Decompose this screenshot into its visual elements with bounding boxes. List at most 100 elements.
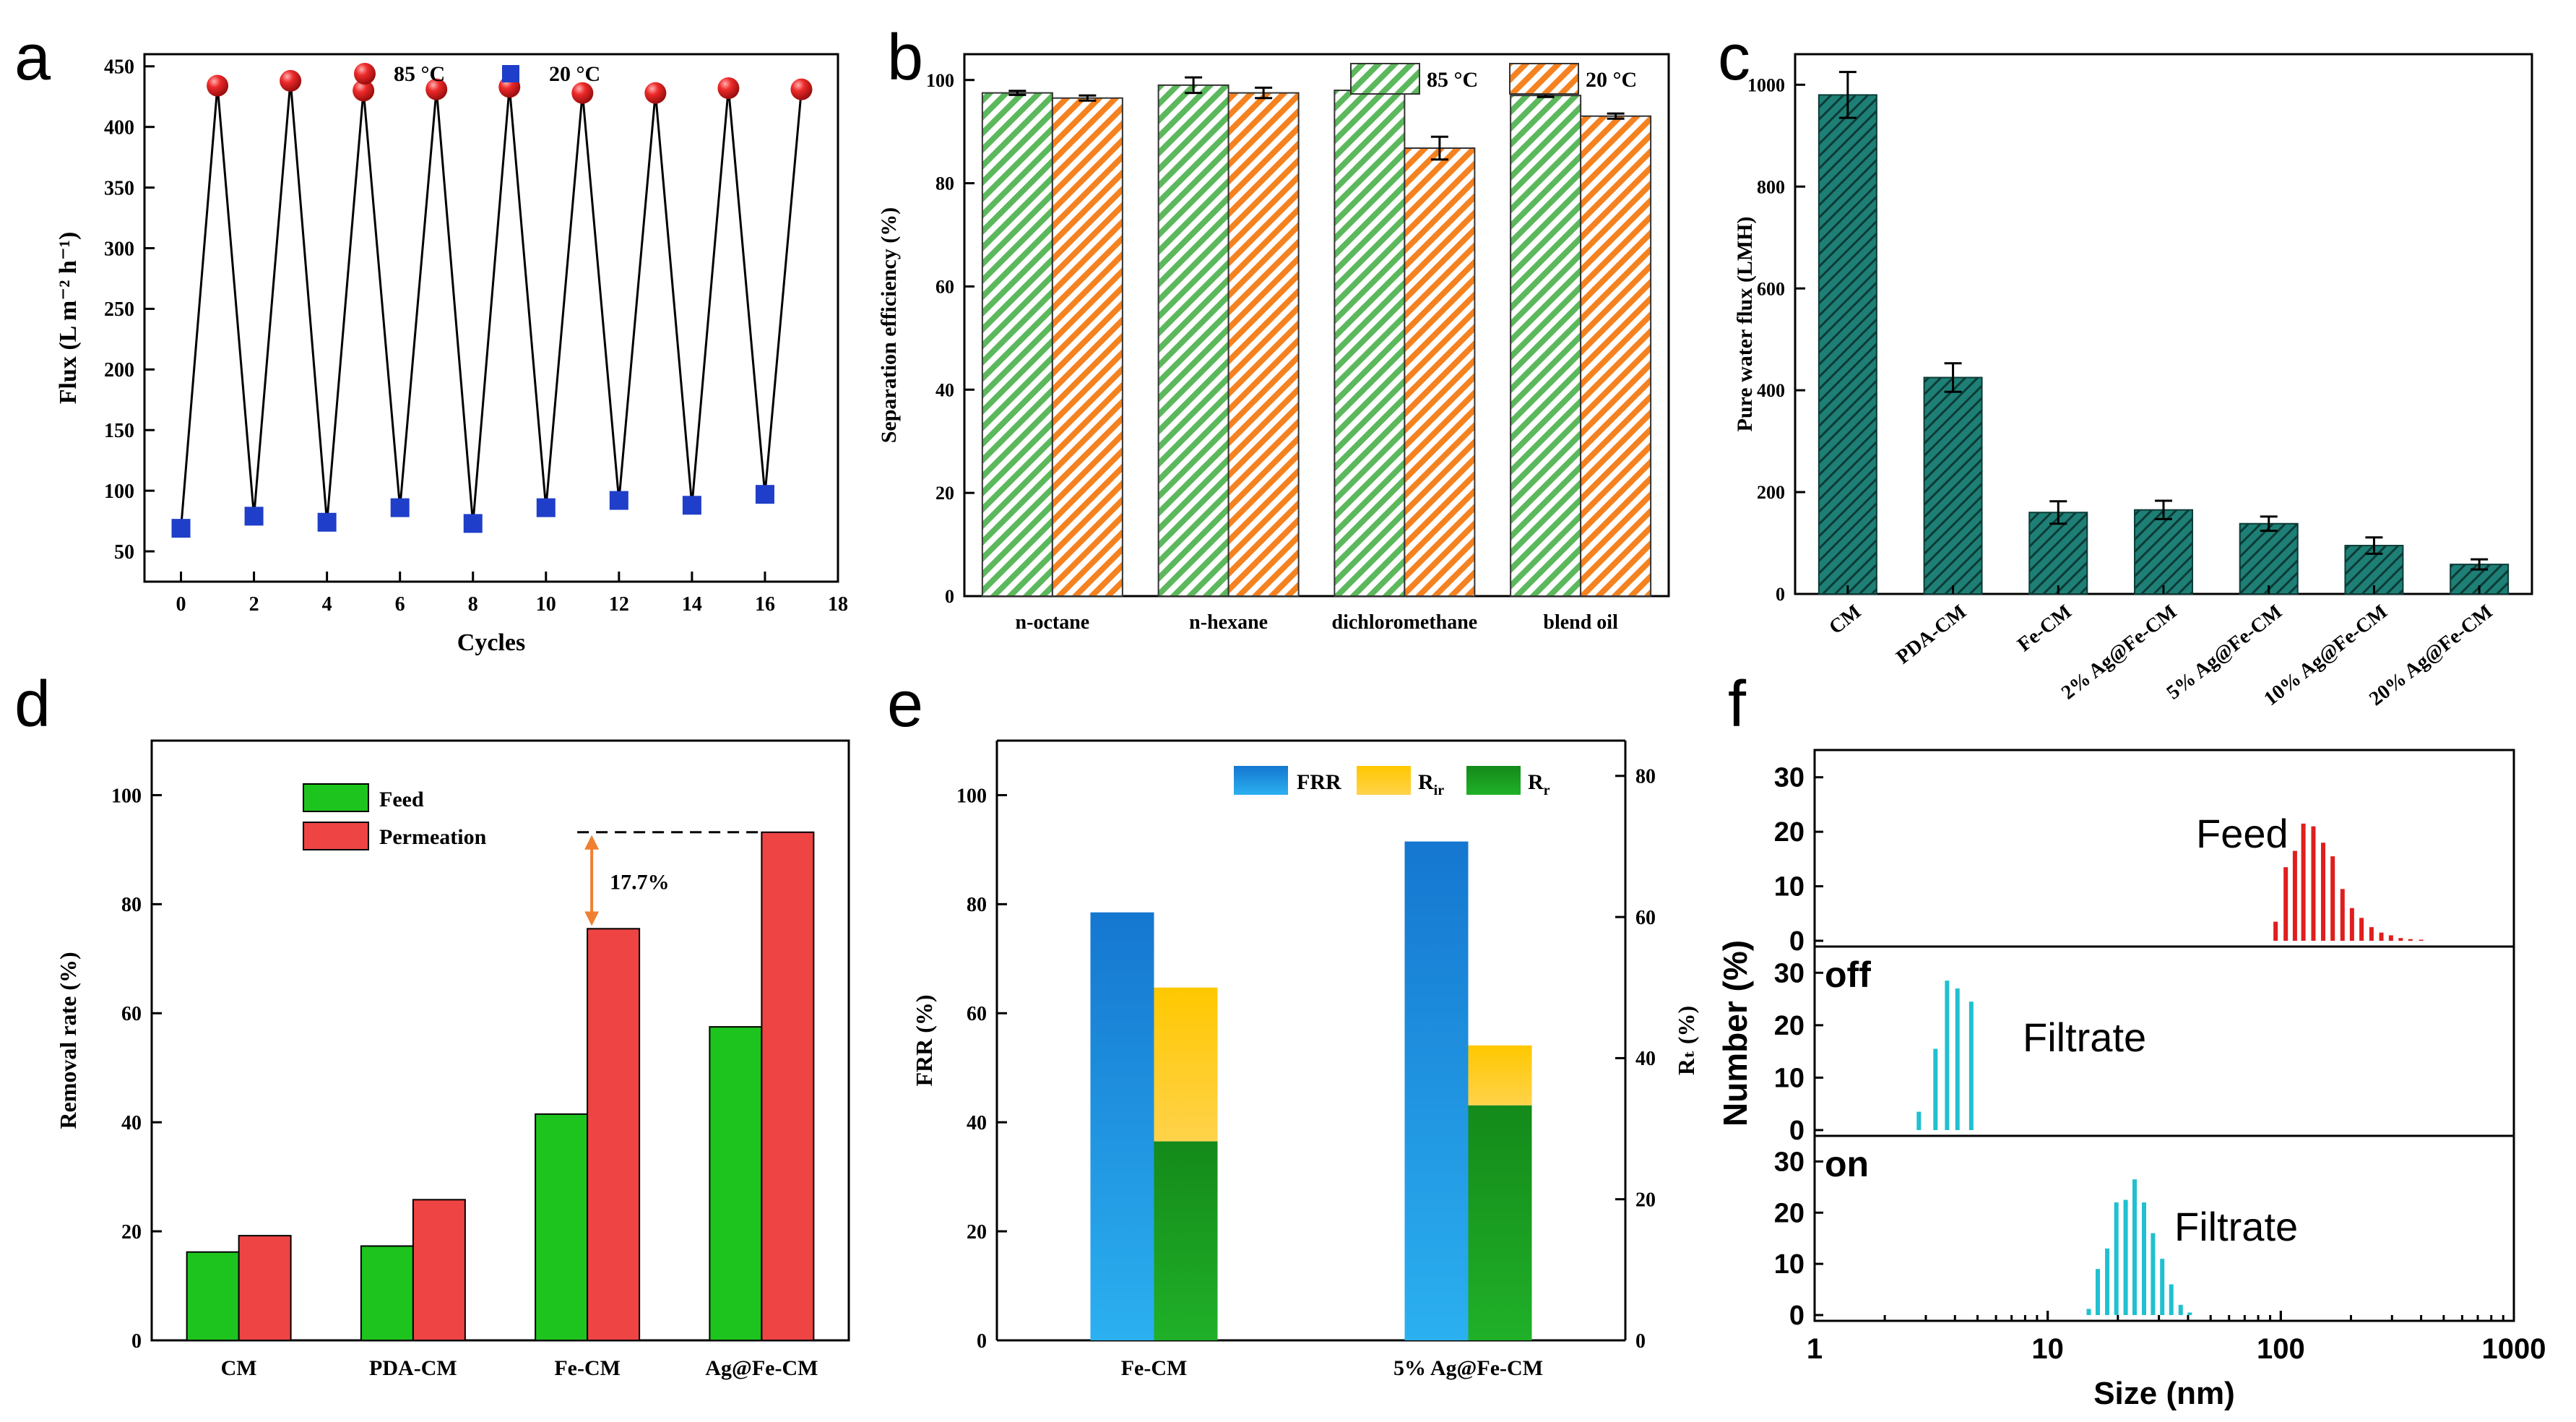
size-bar bbox=[1945, 981, 1950, 1130]
y-tick-label: 0 bbox=[1789, 1116, 1805, 1146]
y-tick-label: 150 bbox=[104, 420, 134, 442]
y-tick-label: 30 bbox=[1774, 1147, 1805, 1177]
y-tick-label: 40 bbox=[967, 1112, 987, 1134]
y-tick-label: 20 bbox=[1774, 817, 1805, 848]
bar-flux bbox=[2028, 512, 2088, 595]
point-20C bbox=[463, 514, 483, 533]
x-tick-label: Fe-CM bbox=[1121, 1356, 1188, 1380]
size-bar bbox=[2379, 932, 2384, 941]
x-tick-label: Fe-CM bbox=[554, 1356, 621, 1380]
x-tick-label: 16 bbox=[755, 593, 775, 616]
plot-frame-d bbox=[150, 739, 850, 1342]
size-bar bbox=[2359, 918, 2364, 941]
point-20C bbox=[244, 507, 264, 526]
x-tick-label: 10 bbox=[2031, 1333, 2064, 1365]
y-tick-label: 0 bbox=[977, 1330, 987, 1353]
x-tick-label: 12 bbox=[609, 593, 629, 616]
plot-frame-a bbox=[143, 53, 839, 583]
size-bar bbox=[2419, 939, 2424, 941]
size-bar bbox=[2330, 856, 2335, 941]
x-tick-label: CM bbox=[1825, 600, 1865, 639]
size-bar bbox=[1955, 988, 1960, 1130]
legend-swatch-permeation bbox=[303, 822, 369, 850]
y-tick-label: 350 bbox=[104, 177, 134, 199]
bar-feed bbox=[709, 1026, 763, 1341]
size-bar bbox=[1933, 1048, 1938, 1130]
bar-85C bbox=[1157, 84, 1229, 598]
x-tick-label: 10 bbox=[536, 593, 556, 616]
legend-label-85C: 85 °C bbox=[1427, 68, 1478, 92]
chart-d: 0 20 40 60 80 100 Removal rate (%) CM PDA-CM Fe-C… bbox=[55, 739, 850, 1380]
y-tick-label: 60 bbox=[935, 277, 954, 298]
subplot-label: on bbox=[1825, 1144, 1869, 1184]
y-tick-label: 40 bbox=[121, 1112, 142, 1134]
panel-label-a: a bbox=[14, 22, 51, 94]
legend-swatch-rr bbox=[1466, 766, 1521, 795]
point-85C bbox=[717, 77, 740, 99]
y2-tick-label: 40 bbox=[1635, 1048, 1656, 1070]
y-tick-label: 600 bbox=[1757, 278, 1785, 299]
subplot-name: Feed bbox=[2196, 811, 2288, 856]
point-20C bbox=[317, 512, 337, 532]
size-bar bbox=[2292, 850, 2297, 941]
y-axis-label: Flux (L m⁻² h⁻¹) bbox=[55, 232, 82, 405]
x-tick-label: dichloromethane bbox=[1332, 611, 1478, 634]
bar-permeation bbox=[412, 1199, 466, 1341]
size-bar bbox=[2273, 921, 2278, 941]
legend-label-feed: Feed bbox=[379, 788, 424, 811]
bar-85C bbox=[1334, 90, 1406, 597]
bar-20C bbox=[1227, 92, 1300, 598]
subplot-frame bbox=[1813, 749, 2515, 948]
x-tick-label: 8 bbox=[468, 593, 478, 616]
bar-85C bbox=[1510, 95, 1582, 597]
y-tick-label: 200 bbox=[1757, 482, 1785, 503]
legend-label-20C: 20 °C bbox=[549, 62, 600, 86]
point-85C bbox=[280, 69, 302, 92]
y-tick-label: 100 bbox=[104, 481, 134, 503]
y-tick-label: 200 bbox=[104, 359, 134, 382]
size-bar bbox=[2187, 1312, 2192, 1315]
plot-frame-b bbox=[963, 53, 1670, 598]
chart-a: 50 100 150 200 250 300 350 400 450 0 2 4 6 8 10 12 14 16 1… bbox=[55, 53, 848, 656]
y-tick-label: 100 bbox=[926, 70, 954, 91]
x-tick-label: 1 bbox=[1807, 1333, 1823, 1365]
y-tick-label: 80 bbox=[121, 894, 142, 916]
y-tick-label: 400 bbox=[1757, 380, 1785, 401]
x-tick-label: 1000 bbox=[2482, 1333, 2546, 1365]
flux-line bbox=[180, 80, 803, 529]
y-tick-label: 0 bbox=[1789, 926, 1805, 957]
bar-permeation bbox=[761, 831, 815, 1342]
legend-marker-85C bbox=[354, 63, 376, 85]
x-tick-label: Ag@Fe-CM bbox=[705, 1356, 818, 1380]
bar-feed bbox=[360, 1245, 414, 1341]
size-bar bbox=[2132, 1179, 2137, 1315]
subplot-frame bbox=[1813, 1134, 2515, 1322]
subplot-frame bbox=[1813, 945, 2515, 1137]
legend-swatch-frr bbox=[1234, 766, 1288, 795]
y-tick-label: 300 bbox=[104, 238, 134, 260]
panel-label-b: b bbox=[887, 22, 923, 94]
point-85C bbox=[425, 78, 448, 100]
bar-feed bbox=[535, 1113, 589, 1341]
y-tick-label: 60 bbox=[121, 1003, 142, 1025]
y-tick-label: 400 bbox=[104, 116, 134, 139]
y-tick-label: 20 bbox=[1774, 1011, 1805, 1041]
point-20C bbox=[755, 485, 774, 504]
point-85C bbox=[207, 74, 229, 97]
point-20C bbox=[390, 498, 410, 517]
bar-frr bbox=[1090, 912, 1154, 1340]
size-bar bbox=[2311, 826, 2316, 941]
legend-marker-20C bbox=[502, 65, 519, 82]
size-bar bbox=[2095, 1269, 2100, 1315]
bar-20C bbox=[1580, 115, 1652, 597]
y-tick-label: 80 bbox=[935, 173, 954, 194]
point-20C bbox=[609, 491, 628, 510]
chart-c: 0 200 400 600 800 1000 Pure water flux (LMH) CM… bbox=[1733, 53, 2533, 710]
size-bar bbox=[2369, 927, 2374, 941]
y-axis-label: Separation efficiency (%) bbox=[877, 207, 901, 444]
bar-20C bbox=[1051, 97, 1123, 597]
bar-permeation bbox=[587, 928, 641, 1342]
y-axis-label: Pure water flux (LMH) bbox=[1733, 217, 1757, 432]
subplot-name: Filtrate bbox=[2023, 1014, 2146, 1060]
